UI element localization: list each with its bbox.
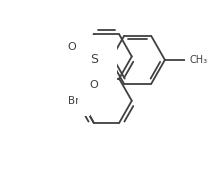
Text: O: O: [89, 80, 98, 90]
Text: Br: Br: [68, 96, 79, 106]
Text: CH₃: CH₃: [190, 55, 208, 65]
Text: O: O: [68, 42, 76, 52]
Text: S: S: [90, 53, 98, 66]
